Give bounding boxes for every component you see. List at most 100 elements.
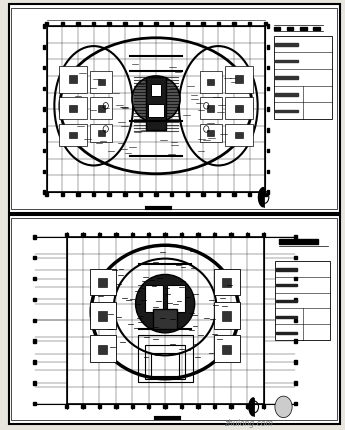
- Bar: [294, 339, 297, 343]
- Bar: [65, 233, 68, 236]
- Bar: [98, 79, 105, 85]
- Bar: [164, 233, 167, 236]
- Bar: [275, 77, 298, 79]
- Bar: [275, 60, 298, 62]
- Bar: [45, 22, 48, 25]
- Bar: [139, 22, 142, 25]
- Bar: [138, 335, 193, 382]
- Bar: [313, 27, 320, 31]
- Bar: [92, 22, 95, 25]
- Bar: [42, 190, 45, 194]
- Bar: [33, 381, 36, 384]
- Ellipse shape: [132, 76, 180, 123]
- Bar: [222, 278, 231, 287]
- Bar: [217, 22, 220, 25]
- Bar: [225, 124, 253, 146]
- Bar: [200, 124, 221, 142]
- Bar: [42, 45, 45, 49]
- Bar: [222, 345, 231, 354]
- Bar: [207, 79, 214, 85]
- Bar: [90, 98, 112, 119]
- Bar: [59, 98, 87, 119]
- Bar: [262, 405, 265, 408]
- Bar: [98, 311, 107, 321]
- Bar: [139, 193, 142, 196]
- Bar: [98, 105, 105, 111]
- Bar: [123, 22, 127, 25]
- Bar: [294, 256, 297, 259]
- Bar: [294, 298, 297, 301]
- Bar: [267, 169, 269, 173]
- Bar: [267, 108, 269, 111]
- Bar: [42, 66, 45, 69]
- Bar: [150, 84, 161, 96]
- Bar: [45, 193, 48, 196]
- Bar: [33, 339, 36, 343]
- Bar: [196, 233, 200, 236]
- Bar: [90, 71, 112, 92]
- Bar: [207, 130, 214, 136]
- Bar: [145, 285, 163, 312]
- Bar: [180, 233, 183, 236]
- Bar: [294, 381, 297, 384]
- Bar: [11, 218, 337, 420]
- Bar: [217, 193, 220, 196]
- Bar: [98, 130, 105, 136]
- Bar: [61, 193, 64, 196]
- Bar: [164, 405, 167, 408]
- Bar: [153, 309, 177, 329]
- Bar: [145, 345, 185, 379]
- Bar: [267, 128, 269, 132]
- Text: zhulong.com: zhulong.com: [224, 419, 273, 428]
- Bar: [130, 405, 134, 408]
- Bar: [186, 193, 189, 196]
- Bar: [278, 239, 318, 244]
- Bar: [294, 360, 297, 364]
- Bar: [33, 277, 36, 280]
- Polygon shape: [258, 187, 264, 207]
- Bar: [225, 98, 253, 119]
- Bar: [33, 402, 36, 405]
- Bar: [154, 193, 158, 196]
- Bar: [207, 105, 214, 111]
- Bar: [114, 405, 118, 408]
- Bar: [225, 66, 253, 92]
- Bar: [294, 402, 297, 405]
- Bar: [90, 302, 116, 329]
- Bar: [267, 190, 269, 194]
- Bar: [201, 193, 205, 196]
- Bar: [246, 233, 249, 236]
- Bar: [276, 332, 297, 334]
- Bar: [276, 316, 297, 318]
- Bar: [148, 104, 164, 117]
- Bar: [167, 285, 185, 312]
- Bar: [98, 345, 107, 354]
- Bar: [200, 71, 221, 92]
- Bar: [264, 22, 267, 25]
- Bar: [200, 98, 221, 119]
- Bar: [69, 105, 77, 111]
- Bar: [59, 66, 87, 92]
- Bar: [81, 233, 85, 236]
- Bar: [9, 4, 340, 213]
- Bar: [294, 319, 297, 322]
- Bar: [274, 27, 280, 31]
- Bar: [90, 269, 116, 295]
- Bar: [98, 233, 101, 236]
- Bar: [213, 233, 216, 236]
- Bar: [123, 193, 127, 196]
- Bar: [275, 261, 330, 340]
- Bar: [214, 335, 240, 362]
- Bar: [232, 193, 236, 196]
- Bar: [229, 405, 233, 408]
- Bar: [76, 193, 80, 196]
- Bar: [235, 75, 243, 83]
- Bar: [65, 405, 68, 408]
- Bar: [275, 43, 298, 46]
- Bar: [76, 22, 80, 25]
- Bar: [81, 405, 85, 408]
- Bar: [147, 233, 150, 236]
- Bar: [47, 26, 265, 192]
- Bar: [180, 405, 183, 408]
- Bar: [276, 268, 297, 270]
